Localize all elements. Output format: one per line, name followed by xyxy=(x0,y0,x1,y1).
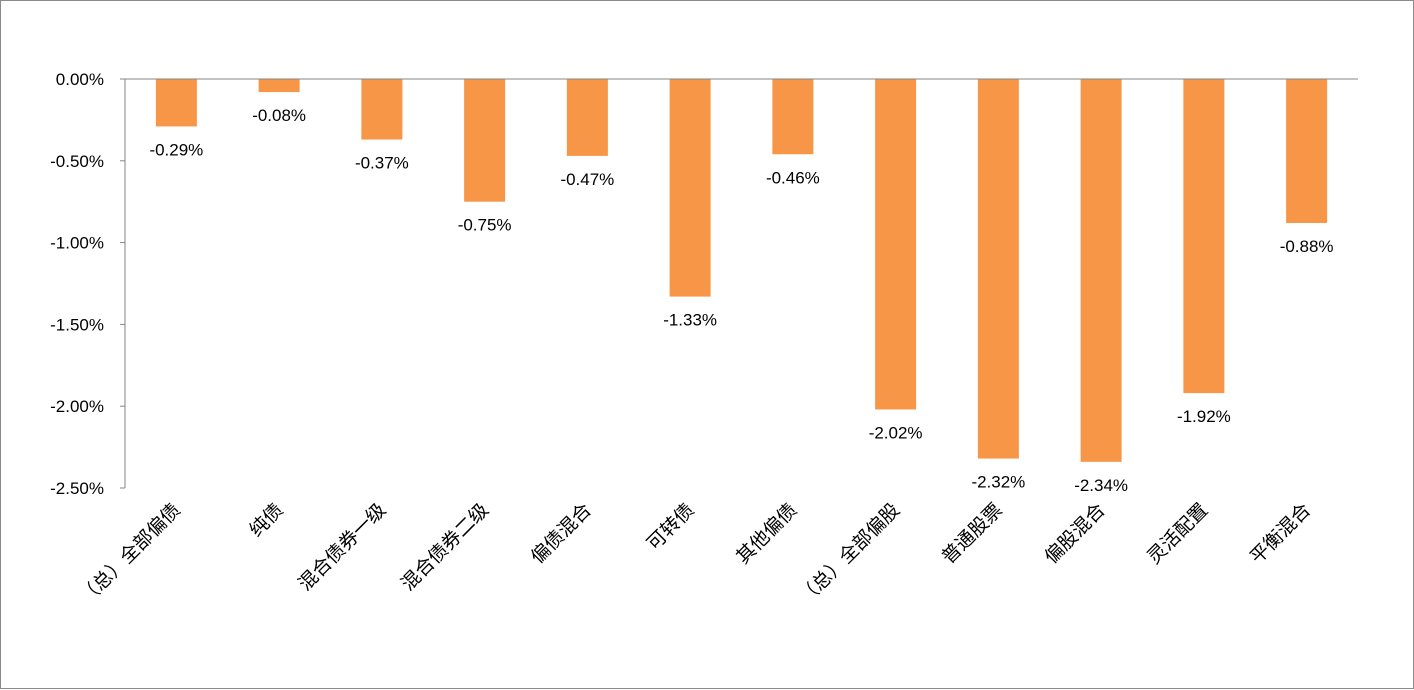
category-label: 灵活配置 xyxy=(1143,499,1212,568)
y-tick-label: -1.00% xyxy=(50,234,104,253)
data-label: -0.88% xyxy=(1280,237,1334,256)
data-label: -0.29% xyxy=(149,140,203,159)
category-label: 平衡混合 xyxy=(1246,499,1315,568)
y-tick-label: -2.00% xyxy=(50,397,104,416)
y-tick-label: -0.50% xyxy=(50,152,104,171)
bar xyxy=(1286,79,1328,223)
data-labels: -0.29% -0.08% -0.37% -0.75% -0.47% -1.33% -0.4… xyxy=(149,106,1333,495)
y-tick-label: 0.00% xyxy=(56,70,104,89)
bar xyxy=(1183,79,1225,394)
data-label: -1.92% xyxy=(1177,407,1231,426)
category-label: （总）全部偏股 xyxy=(795,499,905,609)
bar xyxy=(772,79,814,155)
data-label: -0.37% xyxy=(355,154,409,173)
category-label: 可转债 xyxy=(643,499,699,555)
data-label: -0.75% xyxy=(458,216,512,235)
bars-layer xyxy=(155,79,1328,462)
category-label: 纯债 xyxy=(245,499,287,541)
y-tick-label: -2.50% xyxy=(50,479,104,498)
data-label: -0.46% xyxy=(766,168,820,187)
bar xyxy=(464,79,506,202)
data-label: -0.08% xyxy=(252,106,306,125)
data-label: -2.32% xyxy=(971,473,1025,492)
bar xyxy=(155,79,197,127)
category-label: 其他偏债 xyxy=(732,499,801,568)
category-label: （总）全部偏债 xyxy=(75,499,185,609)
y-axis-ticks: 0.00% -0.50% -1.00% -1.50% -2.00% -2.50% xyxy=(50,70,125,498)
data-label: -1.33% xyxy=(663,311,717,330)
bar xyxy=(875,79,917,410)
y-tick-label: -1.50% xyxy=(50,315,104,334)
data-label: -2.34% xyxy=(1074,476,1128,495)
bar xyxy=(258,79,300,93)
category-label: 普通股票 xyxy=(938,499,1007,568)
bar xyxy=(361,79,403,140)
bar xyxy=(1080,79,1122,462)
category-label: 混合债券一级 xyxy=(294,499,390,595)
bar xyxy=(669,79,711,297)
category-label: 偏债混合 xyxy=(527,499,596,568)
category-labels: （总）全部偏债 纯债 混合债券一级 混合债券二级 偏债混合 可转债 其他偏债（总）全部偏股普… xyxy=(75,499,1315,609)
category-label: 偏股混合 xyxy=(1040,499,1109,568)
category-label: 混合债券二级 xyxy=(397,499,493,595)
data-label: -0.47% xyxy=(560,170,614,189)
bar xyxy=(977,79,1019,459)
data-label: -2.02% xyxy=(869,423,923,442)
bar xyxy=(566,79,608,156)
